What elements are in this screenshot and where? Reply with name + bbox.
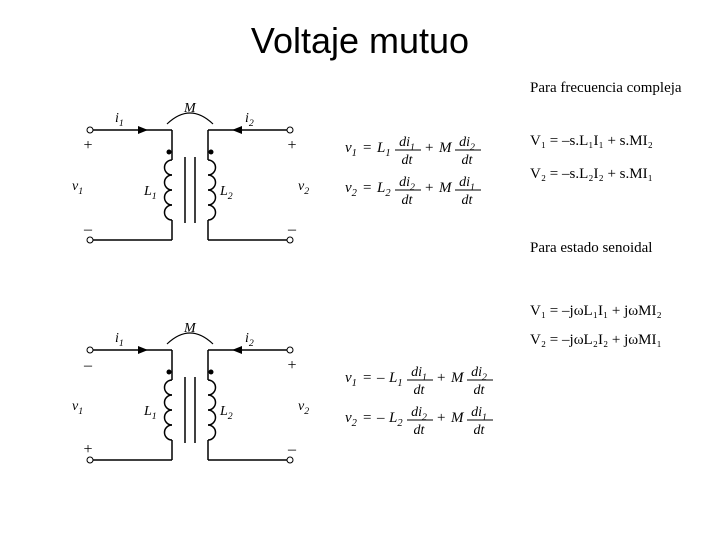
svg-text:–: – bbox=[287, 441, 297, 458]
complex-freq-heading: Para frecuencia compleja bbox=[530, 80, 700, 97]
svg-text:dt: dt bbox=[402, 193, 414, 208]
svg-text:dt: dt bbox=[402, 153, 414, 168]
svg-text:v2: v2 bbox=[298, 179, 309, 197]
svg-text:M: M bbox=[438, 180, 453, 196]
svg-text:M: M bbox=[183, 321, 197, 336]
svg-text:+: + bbox=[287, 357, 296, 374]
svg-text:dt: dt bbox=[462, 153, 474, 168]
svg-text:L1: L1 bbox=[143, 184, 157, 202]
svg-text:v1: v1 bbox=[345, 140, 357, 159]
svg-text:M: M bbox=[183, 101, 197, 116]
svg-text:L1: L1 bbox=[376, 140, 391, 159]
svg-text:=: = bbox=[363, 370, 371, 386]
svg-text:=: = bbox=[363, 410, 371, 426]
svg-text:dt: dt bbox=[414, 383, 426, 398]
svg-text:i2: i2 bbox=[245, 331, 254, 349]
svg-text:L2: L2 bbox=[388, 410, 403, 429]
svg-text:dt: dt bbox=[462, 193, 474, 208]
phasor-jw-v1: V₁ = –jωL₁I₁ + jωMI₂ bbox=[530, 303, 662, 320]
svg-text:L2: L2 bbox=[376, 180, 391, 199]
svg-text:+: + bbox=[287, 137, 296, 154]
svg-text:M: M bbox=[438, 140, 453, 156]
svg-text:i1: i1 bbox=[115, 331, 124, 349]
phasor-s-eqs: V₁ = –s.L₁I₁ + s.MI₂ V₂ = –s.L₂I₂ + s.MI… bbox=[530, 130, 653, 186]
phasor-jw-eqs: V₁ = –jωL₁I₁ + jωMI₂ V₂ = –jωL₂I₂ + jωMI… bbox=[530, 300, 662, 352]
svg-text:=: = bbox=[363, 140, 371, 156]
svg-text:–: – bbox=[83, 357, 93, 374]
svg-text:+: + bbox=[437, 370, 445, 386]
svg-text:+: + bbox=[425, 180, 433, 196]
svg-text:+: + bbox=[83, 441, 92, 458]
sinusoidal-heading: Para estado senoidal bbox=[530, 240, 652, 257]
svg-text:M: M bbox=[450, 370, 465, 386]
svg-text:v2: v2 bbox=[345, 410, 358, 429]
svg-text:i2: i2 bbox=[245, 111, 254, 129]
svg-text:+: + bbox=[83, 137, 92, 154]
differential-eqs-2: v1=–L1di1dt+Mdi2dtv2=–L2di2dt+Mdi1dt bbox=[340, 360, 530, 445]
svg-text:i1: i1 bbox=[115, 111, 124, 129]
svg-text:v2: v2 bbox=[298, 399, 309, 417]
svg-text:L2: L2 bbox=[219, 184, 233, 202]
phasor-s-v2: V₂ = –s.L₂I₂ + s.MI₁ bbox=[530, 166, 653, 183]
svg-text:–: – bbox=[376, 370, 385, 386]
svg-text:v1: v1 bbox=[345, 370, 357, 389]
transformer-diagram-2: i1 i2 M L1 L2 v1 v2 – + + – bbox=[70, 310, 310, 485]
svg-text:L1: L1 bbox=[143, 404, 157, 422]
svg-text:–: – bbox=[287, 221, 297, 238]
svg-text:L2: L2 bbox=[219, 404, 233, 422]
svg-text:–: – bbox=[83, 221, 93, 238]
transformer-diagram-1: i1 i2 M L1 L2 v1 v2 + – + – bbox=[70, 90, 310, 265]
svg-text:dt: dt bbox=[414, 423, 426, 438]
svg-text:+: + bbox=[425, 140, 433, 156]
svg-text:M: M bbox=[450, 410, 465, 426]
phasor-jw-v2: V₂ = –jωL₂I₂ + jωMI₁ bbox=[530, 332, 662, 349]
differential-eqs-1: v1=L1di1dt+Mdi2dtv2=L2di2dt+Mdi1dt bbox=[340, 130, 510, 215]
svg-text:v1: v1 bbox=[72, 179, 83, 197]
svg-text:dt: dt bbox=[474, 423, 486, 438]
svg-text:=: = bbox=[363, 180, 371, 196]
svg-text:+: + bbox=[437, 410, 445, 426]
phasor-s-v1: V₁ = –s.L₁I₁ + s.MI₂ bbox=[530, 133, 653, 150]
svg-text:dt: dt bbox=[474, 383, 486, 398]
page-title: Voltaje mutuo bbox=[0, 20, 720, 62]
svg-text:v2: v2 bbox=[345, 180, 358, 199]
svg-text:L1: L1 bbox=[388, 370, 403, 389]
svg-text:–: – bbox=[376, 410, 385, 426]
svg-text:v1: v1 bbox=[72, 399, 83, 417]
